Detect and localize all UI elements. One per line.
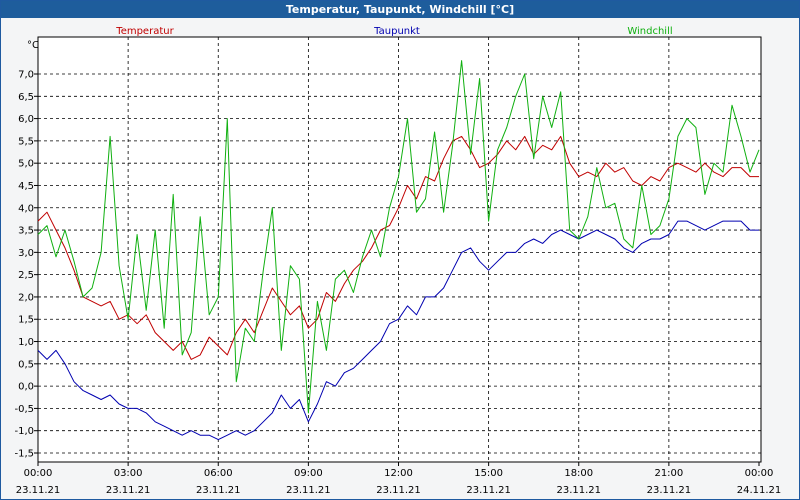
y-tick-label: 5,0 — [18, 159, 34, 170]
x-tick-date-label: 24.11.21 — [737, 485, 782, 496]
y-tick-label: 5,5 — [18, 136, 34, 147]
y-tick-label: 3,0 — [18, 248, 34, 259]
x-axis: 00:00 23.11.21 03:00 23.11.21 06:00 23.11.21 0… — [16, 462, 782, 496]
series-lines — [37, 60, 760, 441]
y-tick-label: 2,5 — [18, 270, 34, 281]
x-tick-time-label: 15:00 — [474, 468, 503, 479]
x-tick-time-label: 00:00 — [745, 468, 774, 479]
series-line-temperatur — [37, 135, 759, 360]
x-tick-time-label: 18:00 — [564, 468, 593, 479]
y-tick-label: 1,5 — [18, 315, 34, 326]
y-tick-label: 4,5 — [18, 181, 34, 192]
x-tick-time-label: 09:00 — [294, 468, 323, 479]
y-tick-label: 0,0 — [18, 382, 34, 393]
legend-item-taupunkt: Taupunkt — [373, 26, 420, 37]
x-tick-time-label: 03:00 — [114, 468, 143, 479]
x-tick-time-label: 06:00 — [204, 468, 233, 479]
x-tick-date-label: 23.11.21 — [16, 485, 61, 496]
x-tick-time-label: 21:00 — [654, 468, 683, 479]
legend: Temperatur Taupunkt Windchill — [115, 26, 672, 37]
x-tick-date-label: 23.11.21 — [376, 485, 421, 496]
y-tick-label: 2,0 — [18, 292, 34, 303]
legend-item-windchill: Windchill — [627, 26, 672, 37]
plot-area — [37, 36, 762, 463]
x-tick-date-label: 23.11.21 — [196, 485, 241, 496]
x-tick-time-label: 12:00 — [384, 468, 413, 479]
legend-item-temperatur: Temperatur — [115, 26, 174, 37]
y-tick-label: 3,5 — [18, 226, 34, 237]
y-axis-unit: °C — [27, 40, 39, 51]
y-tick-label: 6,0 — [18, 114, 34, 125]
x-tick-date-label: 23.11.21 — [286, 485, 331, 496]
series-line-taupunkt — [37, 220, 759, 441]
series-line-windchill — [37, 60, 760, 414]
x-tick-date-label: 23.11.21 — [647, 485, 692, 496]
y-tick-label: 6,5 — [18, 92, 34, 103]
x-tick-date-label: 23.11.21 — [466, 485, 511, 496]
y-tick-label: 0,5 — [18, 359, 34, 370]
y-tick-label: -1,0 — [14, 426, 34, 437]
chart-title: Temperatur, Taupunkt, Windchill [°C] — [1, 1, 799, 18]
x-tick-date-label: 23.11.21 — [106, 485, 151, 496]
y-tick-label: -0,5 — [14, 404, 34, 415]
y-tick-label: 1,0 — [18, 337, 34, 348]
grid-lines — [38, 37, 761, 462]
y-tick-label: 7,0 — [18, 70, 34, 81]
y-tick-label: -1,5 — [14, 449, 34, 460]
x-tick-date-label: 23.11.21 — [556, 485, 601, 496]
x-tick-time-label: 00:00 — [24, 468, 53, 479]
y-tick-label: 4,0 — [18, 203, 34, 214]
y-axis: 7,0 6,5 6,0 5,5 5,0 4,5 4,0 3,5 3,0 2,5 2,0 1,5 1,0 0… — [14, 40, 39, 460]
